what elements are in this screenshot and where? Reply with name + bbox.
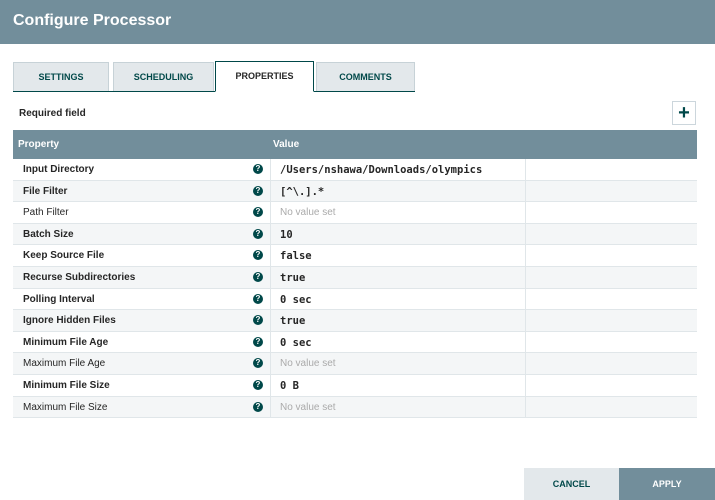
table-row: Keep Source File ? false [13,245,697,267]
help-icon[interactable]: ? [253,207,263,218]
property-value: 0 sec [280,293,312,306]
property-name: Batch Size [23,228,74,240]
table-row: Ignore Hidden Files ? true [13,310,697,332]
add-property-button[interactable]: + [672,101,696,125]
help-icon[interactable]: ? [253,271,263,282]
property-value-cell[interactable]: No value set [270,396,526,418]
tab-settings[interactable]: SETTINGS [13,62,109,91]
property-value: 10 [280,228,293,241]
tab-bar: SETTINGS SCHEDULING PROPERTIES COMMENTS [13,61,415,92]
dialog-title: Configure Processor [0,0,715,44]
property-value-cell[interactable]: 10 [270,223,526,245]
property-name: Minimum File Age [23,336,109,348]
property-name: Path Filter [23,207,69,219]
properties-table: Property Value Input Directory ? /Users/… [13,130,697,419]
property-value: No value set [280,207,336,219]
cancel-button[interactable]: CANCEL [524,468,619,500]
property-name: Maximum File Size [23,401,108,413]
property-name: Recurse Subdirectories [23,271,136,283]
table-row: File Filter ? [^\.].* [13,180,697,203]
property-value-cell[interactable]: No value set [270,353,526,375]
property-name: Minimum File Size [23,379,110,391]
property-value-cell[interactable]: 0 sec [270,288,526,310]
property-value: 0 sec [280,336,312,349]
help-icon[interactable]: ? [253,358,263,369]
tab-divider [13,91,415,92]
table-row: Minimum File Age ? 0 sec [13,331,697,354]
help-icon[interactable]: ? [253,185,263,196]
table-row: Path Filter ? No value set [13,202,697,224]
property-name: Maximum File Age [23,358,106,370]
property-value-cell[interactable]: false [270,245,526,267]
property-value: No value set [280,401,336,413]
column-header-property: Property [18,139,60,150]
help-icon[interactable]: ? [253,336,263,347]
column-header-value: Value [273,139,300,150]
table-row: Recurse Subdirectories ? true [13,266,697,289]
property-name: Input Directory [23,164,95,175]
table-row: Maximum File Size ? No value set [13,396,697,419]
property-value: true [280,271,306,284]
property-name: File Filter [23,185,68,197]
property-value: [^\.].* [280,185,325,198]
tab-comments[interactable]: COMMENTS [316,62,415,91]
property-name: Keep Source File [23,250,105,262]
property-value: 0 B [280,379,299,392]
property-value: No value set [280,358,336,370]
property-value-cell[interactable]: true [270,266,526,288]
table-header: Property Value [13,130,697,159]
table-row: Input Directory ? /Users/nshawa/Download… [13,159,697,181]
table-row: Minimum File Size ? 0 B [13,374,697,397]
property-value: false [280,250,312,263]
tab-scheduling[interactable]: SCHEDULING [113,62,214,91]
property-value-cell[interactable]: 0 B [270,374,526,396]
help-icon[interactable]: ? [253,164,263,174]
help-icon[interactable]: ? [253,379,263,390]
required-field-label: Required field [19,108,86,119]
property-value-cell[interactable]: /Users/nshawa/Downloads/olympics [270,159,526,180]
help-icon[interactable]: ? [253,250,263,261]
property-value-cell[interactable]: No value set [270,202,526,224]
help-icon[interactable]: ? [253,401,263,412]
table-row: Batch Size ? 10 [13,223,697,246]
property-value: true [280,315,306,328]
plus-icon: + [678,102,690,124]
table-row: Maximum File Age ? No value set [13,353,697,375]
tab-properties[interactable]: PROPERTIES [215,61,314,92]
property-value: /Users/nshawa/Downloads/olympics [280,164,483,176]
table-row: Polling Interval ? 0 sec [13,288,697,311]
help-icon[interactable]: ? [253,293,263,304]
property-value-cell[interactable]: 0 sec [270,331,526,353]
help-icon[interactable]: ? [253,315,263,326]
property-name: Ignore Hidden Files [23,315,116,327]
apply-button[interactable]: APPLY [619,468,715,500]
property-value-cell[interactable]: true [270,310,526,332]
property-name: Polling Interval [23,293,95,305]
property-value-cell[interactable]: [^\.].* [270,180,526,202]
help-icon[interactable]: ? [253,228,263,239]
